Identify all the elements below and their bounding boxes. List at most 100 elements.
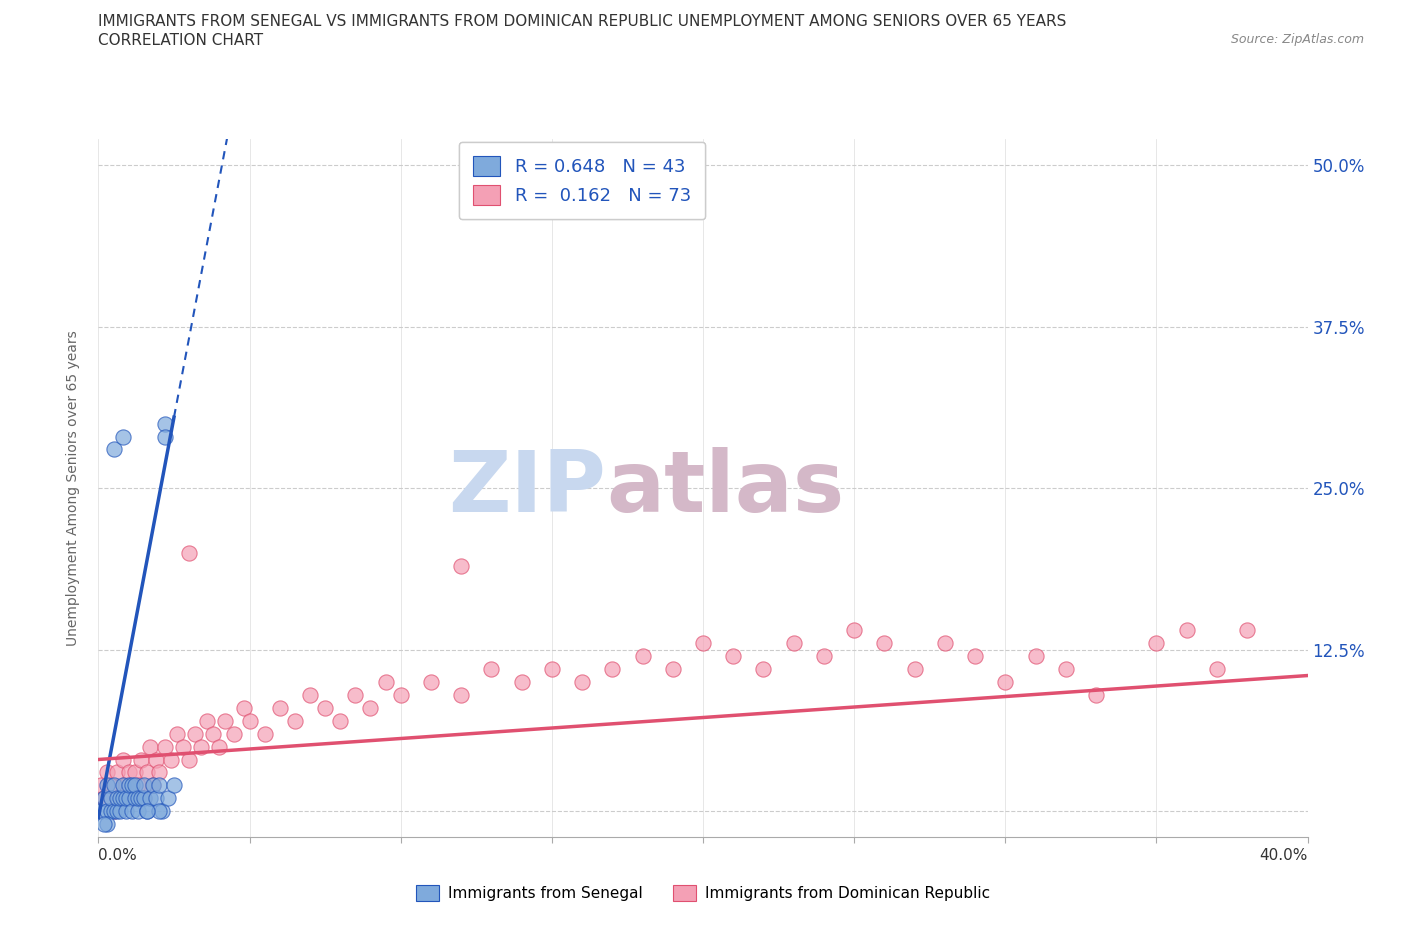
Point [239,713,262,728]
Point [195,713,218,728]
Point [873,636,896,651]
Point [156,790,179,805]
Point [602,661,624,676]
Point [111,752,134,767]
Point [166,726,188,741]
Point [344,687,367,702]
Point [208,739,231,754]
Point [90,777,112,792]
Text: Source: ZipAtlas.com: Source: ZipAtlas.com [1230,33,1364,46]
Point [571,674,593,689]
Point [202,726,225,741]
Point [132,777,155,792]
Point [389,687,412,702]
Point [135,765,157,780]
Point [103,777,125,792]
Point [100,777,122,792]
Point [190,739,212,754]
Point [118,765,141,780]
Point [329,713,352,728]
Point [253,726,276,741]
Point [752,661,775,676]
Point [145,752,167,767]
Point [662,661,685,676]
Point [934,636,956,651]
Point [129,752,152,767]
Point [90,804,112,818]
Point [108,804,131,818]
Point [145,790,167,805]
Point [129,790,152,805]
Point [105,804,128,818]
Point [114,777,136,792]
Point [374,674,396,689]
Point [121,790,143,805]
Point [124,765,146,780]
Point [96,804,118,818]
Point [93,790,115,805]
Point [111,790,134,805]
Point [314,700,336,715]
Point [127,804,149,818]
Point [96,777,118,792]
Point [450,558,472,573]
Text: 0.0%: 0.0% [98,848,138,863]
Point [105,790,128,805]
Point [284,713,307,728]
Point [153,739,176,754]
Point [111,429,134,444]
Point [127,777,149,792]
Point [481,661,503,676]
Point [96,765,118,780]
Text: 40.0%: 40.0% [1260,848,1308,863]
Point [148,777,170,792]
Point [139,739,162,754]
Point [118,777,141,792]
Text: IMMIGRANTS FROM SENEGAL VS IMMIGRANTS FROM DOMINICAN REPUBLIC UNEMPLOYMENT AMONG: IMMIGRANTS FROM SENEGAL VS IMMIGRANTS FR… [98,14,1067,29]
Point [1236,623,1258,638]
Text: atlas: atlas [606,446,845,530]
Text: CORRELATION CHART: CORRELATION CHART [98,33,263,47]
Point [142,777,165,792]
Point [111,777,134,792]
Point [127,790,149,805]
Point [420,674,443,689]
Point [160,752,183,767]
Point [179,752,201,767]
Point [510,674,533,689]
Point [124,790,146,805]
Legend: Immigrants from Senegal, Immigrants from Dominican Republic: Immigrants from Senegal, Immigrants from… [404,872,1002,913]
Point [965,649,987,664]
Point [214,713,236,728]
Point [139,790,162,805]
Point [114,804,136,818]
Point [93,790,115,805]
Point [100,804,122,818]
Point [844,623,866,638]
Point [1206,661,1229,676]
Point [813,649,835,664]
Point [269,700,291,715]
Point [783,636,806,651]
Point [1024,649,1046,664]
Point [148,804,170,818]
Point [103,804,125,818]
Point [232,700,254,715]
Point [994,674,1017,689]
Point [105,765,128,780]
Point [132,790,155,805]
Point [121,777,143,792]
Point [132,790,155,805]
Legend: R = 0.648   N = 43, R =  0.162   N = 73: R = 0.648 N = 43, R = 0.162 N = 73 [458,141,706,219]
Point [135,804,157,818]
Point [150,804,173,818]
Point [153,417,176,432]
Point [118,790,141,805]
Point [1054,661,1077,676]
Point [179,545,201,560]
Point [135,804,157,818]
Point [153,429,176,444]
Point [124,777,146,792]
Point [360,700,382,715]
Point [100,790,122,805]
